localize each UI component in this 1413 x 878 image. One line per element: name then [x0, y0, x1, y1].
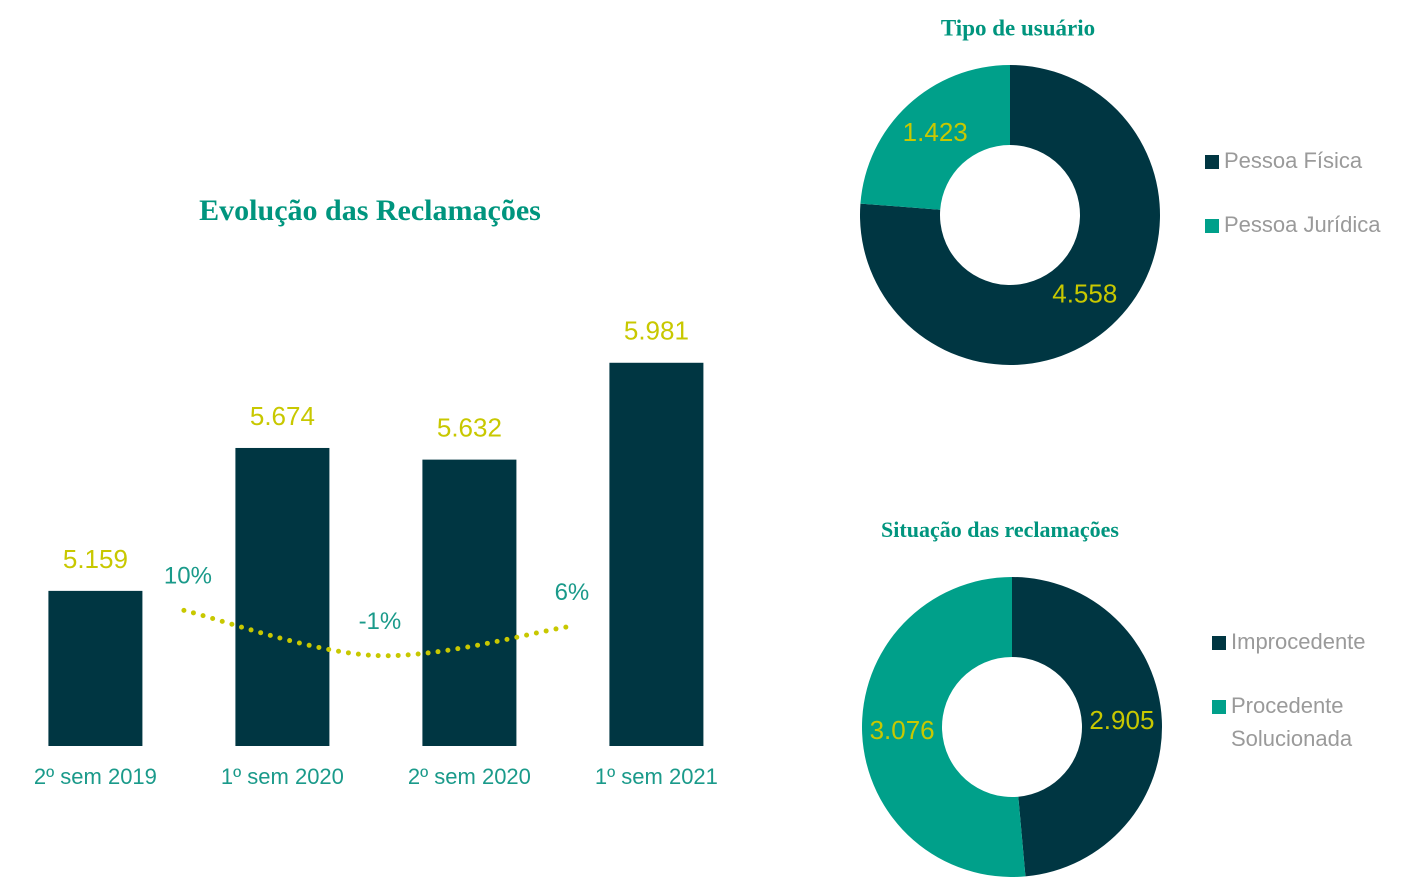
bar — [48, 590, 143, 746]
x-tick-label: 1º sem 2021 — [595, 764, 718, 789]
data-label: 5.674 — [250, 401, 315, 431]
data-label: 5.159 — [63, 544, 128, 574]
chart-title: Situação das reclamações — [881, 517, 1119, 542]
data-label: 5.981 — [624, 316, 689, 346]
chart-title: Tipo de usuário — [941, 15, 1095, 40]
growth-label: 10% — [164, 563, 212, 590]
growth-label: -1% — [359, 608, 402, 635]
bar — [609, 362, 704, 746]
chart-title: Evolução das Reclamações — [199, 194, 541, 227]
legend-label: Procedente Solucionada — [1231, 693, 1353, 751]
x-tick-label: 2º sem 2019 — [34, 764, 157, 789]
donut-slice — [860, 65, 1161, 366]
data-label: 4.558 — [1052, 279, 1117, 309]
data-label: 1.423 — [903, 117, 968, 147]
trend-line — [181, 607, 571, 659]
x-tick-label: 1º sem 2020 — [221, 764, 344, 789]
legend-label: Pessoa Física — [1224, 148, 1363, 173]
donut-slice — [1012, 577, 1162, 877]
legend-swatch — [1212, 700, 1226, 714]
legend-swatch — [1205, 155, 1219, 169]
bar — [422, 459, 517, 746]
data-label: 3.076 — [870, 715, 935, 745]
legend-label: Pessoa Jurídica — [1224, 212, 1381, 237]
data-label: 5.632 — [437, 412, 502, 442]
legend-swatch — [1205, 219, 1219, 233]
donut-slice — [861, 577, 1026, 877]
legend-swatch — [1212, 636, 1226, 650]
bar — [235, 447, 330, 746]
x-tick-label: 2º sem 2020 — [408, 764, 531, 789]
legend-label: Improcedente — [1231, 629, 1366, 654]
data-label: 2.905 — [1089, 705, 1154, 735]
growth-label: 6% — [555, 579, 590, 606]
donut-slice — [860, 65, 1010, 210]
